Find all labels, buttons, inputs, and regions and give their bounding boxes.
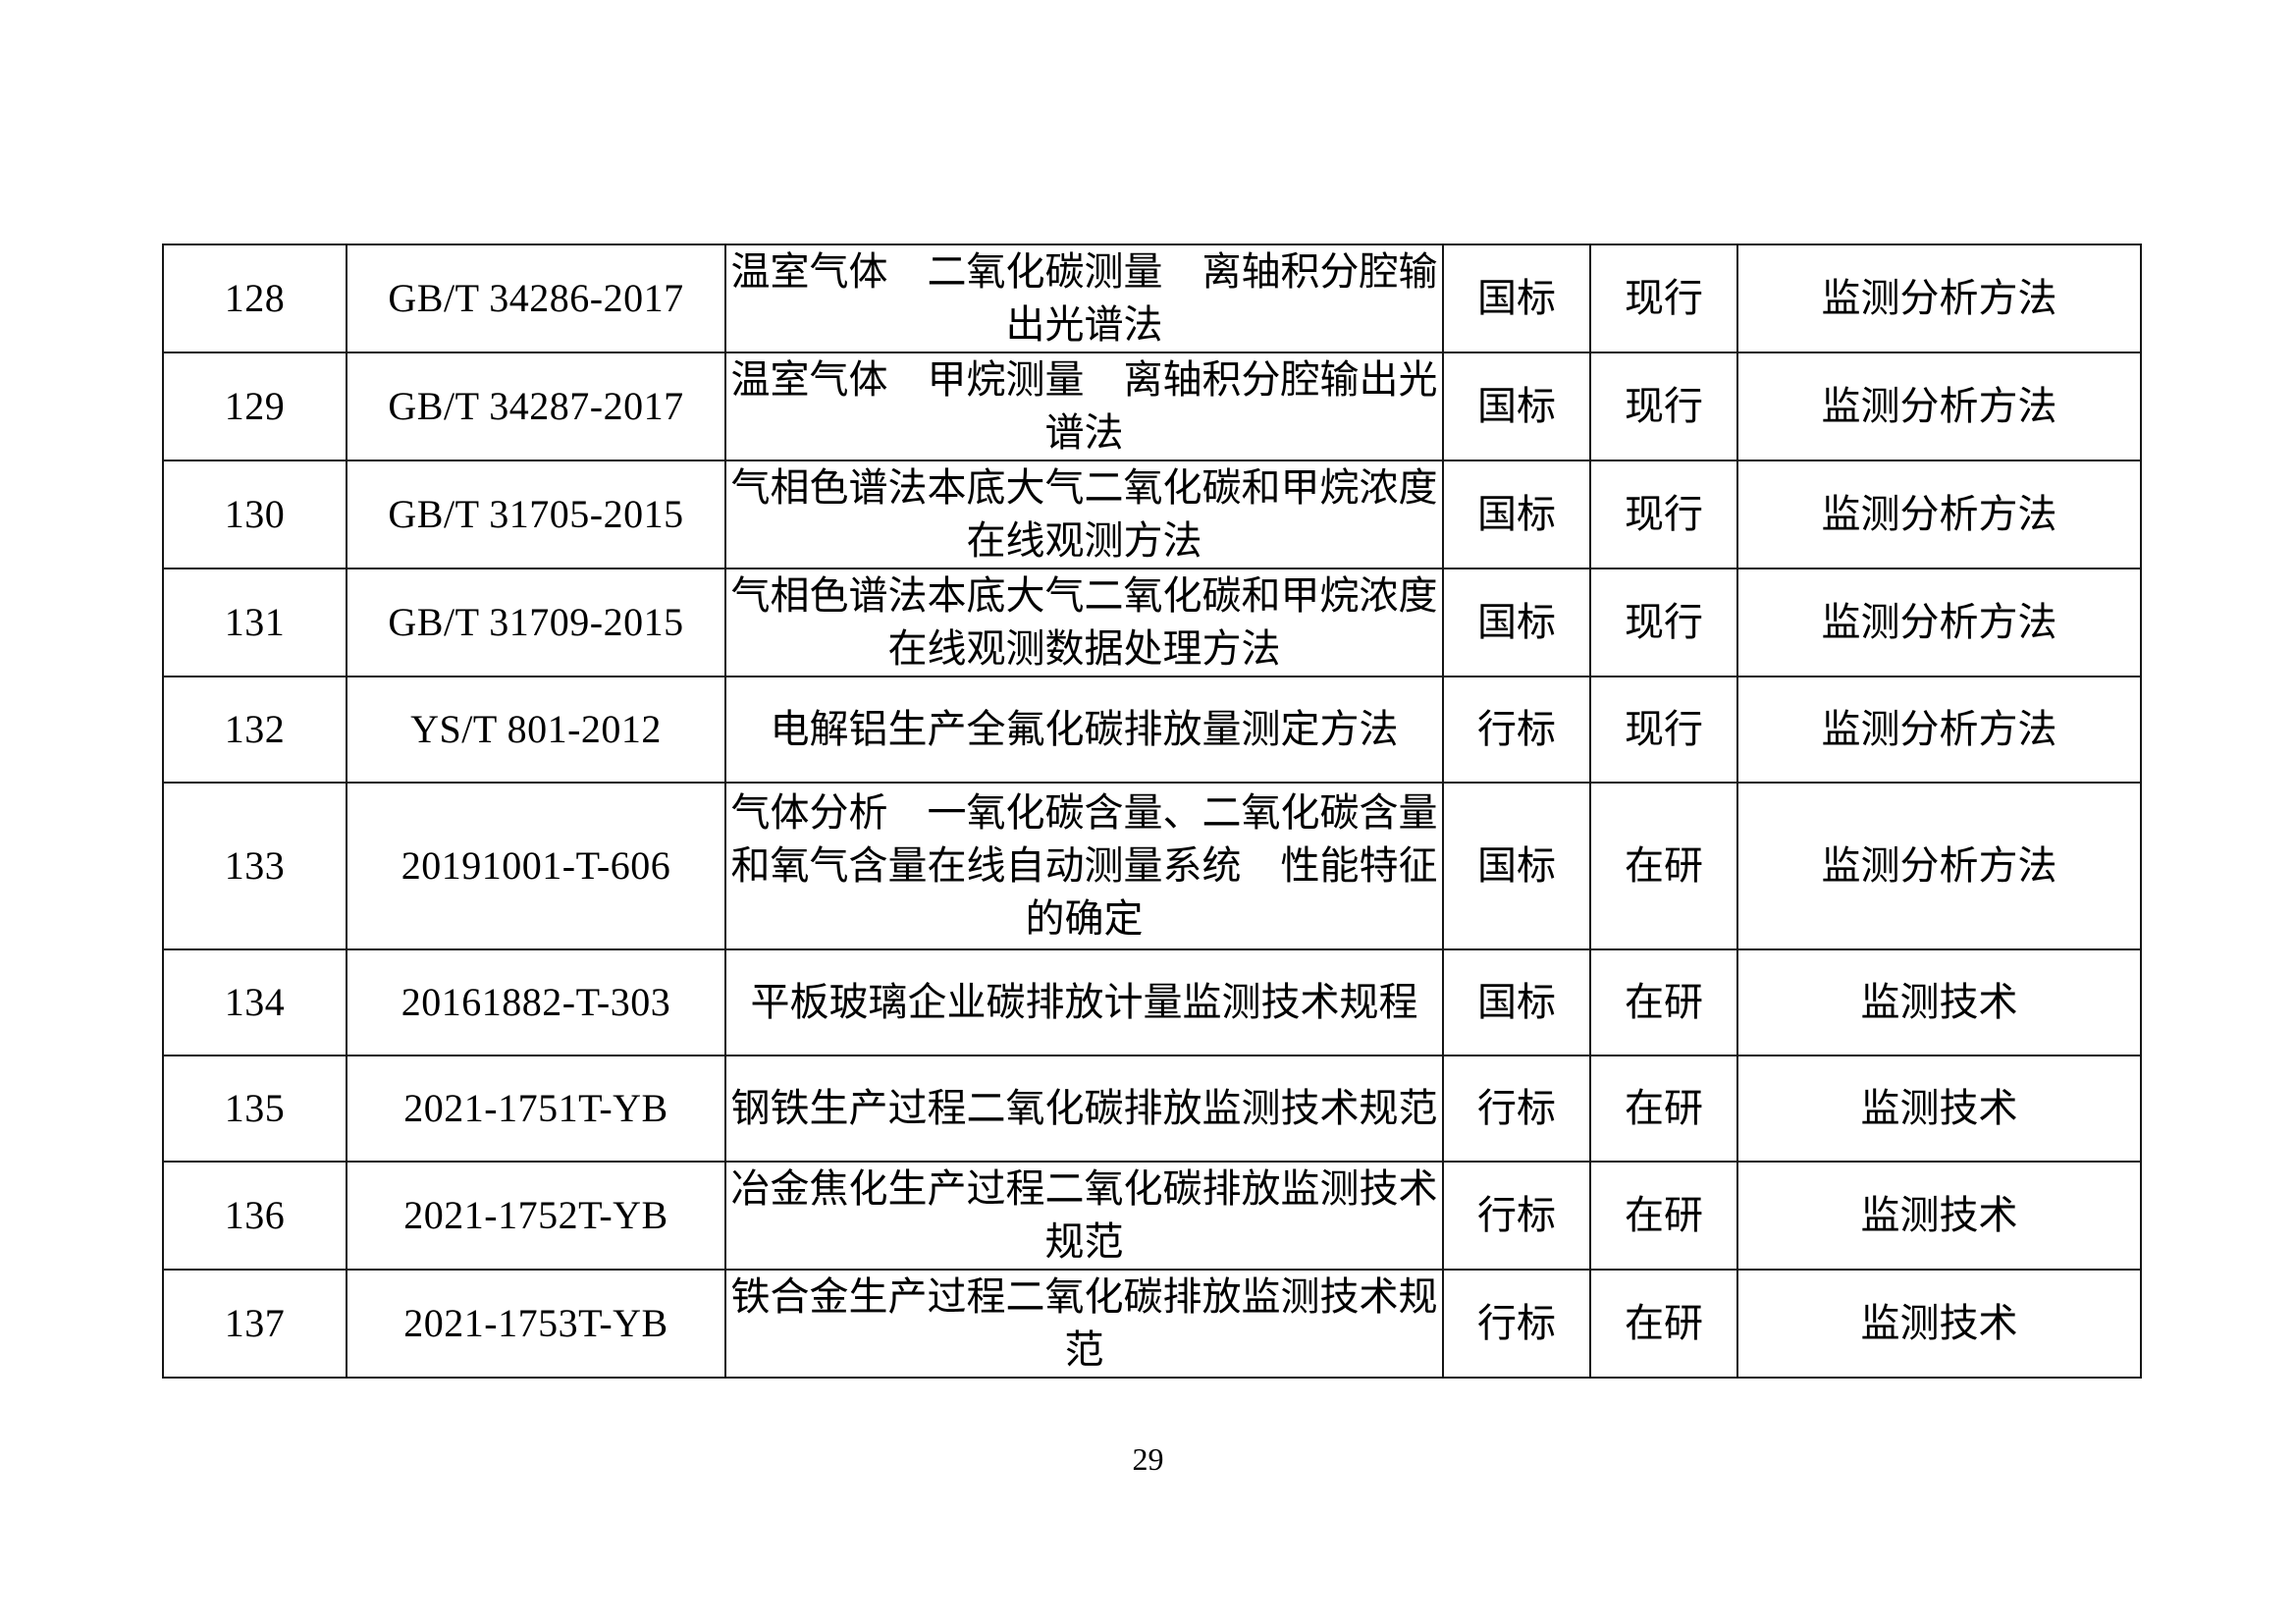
cell-standard-code: GB/T 34287-2017 <box>346 352 726 461</box>
cell-index: 130 <box>162 460 347 569</box>
cell-standard-code: YS/T 801-2012 <box>346 676 726 784</box>
cell-status: 现行 <box>1589 244 1738 353</box>
cell-category: 监测分析方法 <box>1736 244 2142 353</box>
cell-standard-name: 铁合金生产过程二氧化碳排放监测技术规范 <box>724 1269 1444 1379</box>
cell-index: 136 <box>162 1161 347 1271</box>
cell-standard-type: 行标 <box>1442 1161 1591 1271</box>
cell-standard-type: 国标 <box>1442 782 1591 950</box>
cell-standard-type: 国标 <box>1442 244 1591 353</box>
table-row: 129 GB/T 34287-2017 温室气体 甲烷测量 离轴积分腔输出光谱法… <box>162 352 2142 461</box>
cell-standard-code: 2021-1753T-YB <box>346 1269 726 1379</box>
table-row: 131 GB/T 31709-2015 气相色谱法本底大气二氧化碳和甲烷浓度在线… <box>162 568 2142 677</box>
cell-category: 监测技术 <box>1736 1055 2142 1163</box>
cell-status: 在研 <box>1589 1055 1738 1163</box>
cell-status: 在研 <box>1589 948 1738 1056</box>
cell-standard-code: 2021-1752T-YB <box>346 1161 726 1271</box>
cell-category: 监测分析方法 <box>1736 568 2142 677</box>
cell-standard-code: GB/T 34286-2017 <box>346 244 726 353</box>
cell-category: 监测分析方法 <box>1736 782 2142 950</box>
table-row: 134 20161882-T-303 平板玻璃企业碳排放计量监测技术规程 国标 … <box>162 948 2142 1056</box>
table-row: 136 2021-1752T-YB 冶金焦化生产过程二氧化碳排放监测技术规范 行… <box>162 1161 2142 1271</box>
cell-standard-name: 平板玻璃企业碳排放计量监测技术规程 <box>724 948 1444 1056</box>
cell-standard-type: 国标 <box>1442 568 1591 677</box>
cell-standard-name: 气体分析 一氧化碳含量、二氧化碳含量和氧气含量在线自动测量系统 性能特征的确定 <box>724 782 1444 950</box>
table-row: 137 2021-1753T-YB 铁合金生产过程二氧化碳排放监测技术规范 行标… <box>162 1269 2142 1379</box>
cell-index: 134 <box>162 948 347 1056</box>
cell-status: 现行 <box>1589 676 1738 784</box>
table-row: 128 GB/T 34286-2017 温室气体 二氧化碳测量 离轴积分腔输出光… <box>162 244 2142 353</box>
cell-standard-type: 行标 <box>1442 676 1591 784</box>
cell-category: 监测技术 <box>1736 948 2142 1056</box>
cell-standard-code: GB/T 31709-2015 <box>346 568 726 677</box>
cell-standard-type: 行标 <box>1442 1055 1591 1163</box>
cell-standard-code: 2021-1751T-YB <box>346 1055 726 1163</box>
cell-status: 在研 <box>1589 1161 1738 1271</box>
cell-standard-type: 国标 <box>1442 460 1591 569</box>
cell-status: 现行 <box>1589 352 1738 461</box>
cell-index: 135 <box>162 1055 347 1163</box>
cell-standard-code: GB/T 31705-2015 <box>346 460 726 569</box>
cell-index: 133 <box>162 782 347 950</box>
cell-standard-name: 冶金焦化生产过程二氧化碳排放监测技术规范 <box>724 1161 1444 1271</box>
cell-standard-name: 温室气体 甲烷测量 离轴积分腔输出光谱法 <box>724 352 1444 461</box>
cell-standard-name: 气相色谱法本底大气二氧化碳和甲烷浓度在线观测方法 <box>724 460 1444 569</box>
cell-standard-code: 20161882-T-303 <box>346 948 726 1056</box>
cell-category: 监测分析方法 <box>1736 676 2142 784</box>
cell-index: 129 <box>162 352 347 461</box>
cell-category: 监测技术 <box>1736 1161 2142 1271</box>
cell-standard-name: 气相色谱法本底大气二氧化碳和甲烷浓度在线观测数据处理方法 <box>724 568 1444 677</box>
cell-category: 监测分析方法 <box>1736 352 2142 461</box>
table-row: 132 YS/T 801-2012 电解铝生产全氟化碳排放量测定方法 行标 现行… <box>162 676 2142 784</box>
table-row: 130 GB/T 31705-2015 气相色谱法本底大气二氧化碳和甲烷浓度在线… <box>162 460 2142 569</box>
cell-index: 128 <box>162 244 347 353</box>
page-number: 29 <box>1132 1441 1164 1477</box>
cell-index: 132 <box>162 676 347 784</box>
cell-standard-name: 钢铁生产过程二氧化碳排放监测技术规范 <box>724 1055 1444 1163</box>
cell-status: 现行 <box>1589 568 1738 677</box>
cell-status: 在研 <box>1589 1269 1738 1379</box>
standards-table: 128 GB/T 34286-2017 温室气体 二氧化碳测量 离轴积分腔输出光… <box>162 244 2142 1379</box>
cell-index: 137 <box>162 1269 347 1379</box>
cell-standard-name: 电解铝生产全氟化碳排放量测定方法 <box>724 676 1444 784</box>
cell-standard-type: 行标 <box>1442 1269 1591 1379</box>
cell-category: 监测技术 <box>1736 1269 2142 1379</box>
cell-status: 在研 <box>1589 782 1738 950</box>
cell-index: 131 <box>162 568 347 677</box>
cell-category: 监测分析方法 <box>1736 460 2142 569</box>
cell-standard-code: 20191001-T-606 <box>346 782 726 950</box>
cell-status: 现行 <box>1589 460 1738 569</box>
cell-standard-name: 温室气体 二氧化碳测量 离轴积分腔输出光谱法 <box>724 244 1444 353</box>
table-row: 135 2021-1751T-YB 钢铁生产过程二氧化碳排放监测技术规范 行标 … <box>162 1055 2142 1163</box>
cell-standard-type: 国标 <box>1442 948 1591 1056</box>
cell-standard-type: 国标 <box>1442 352 1591 461</box>
table-row: 133 20191001-T-606 气体分析 一氧化碳含量、二氧化碳含量和氧气… <box>162 782 2142 950</box>
